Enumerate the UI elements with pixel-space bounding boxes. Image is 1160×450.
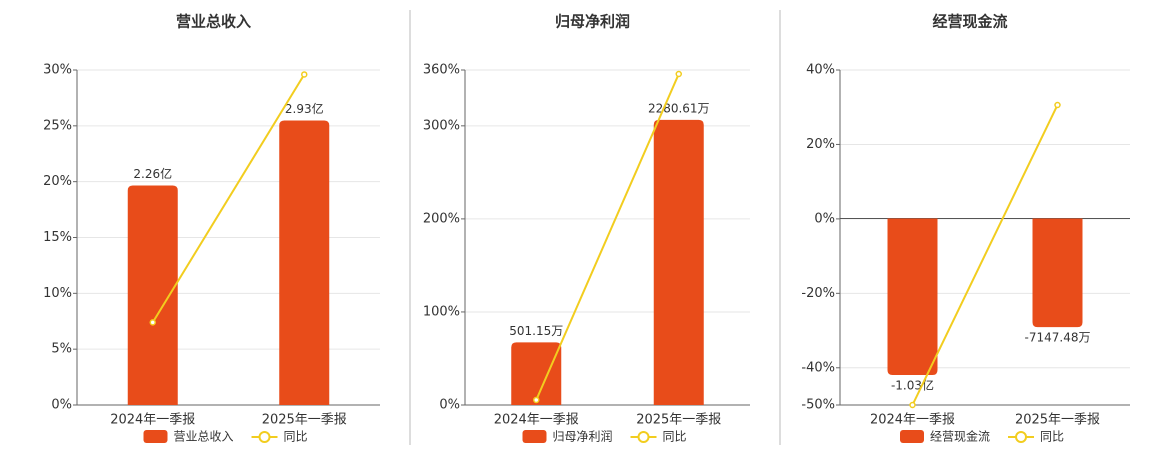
- line: [911, 104, 1059, 406]
- bar: [279, 120, 330, 406]
- y-tick-label: -20%: [801, 286, 835, 301]
- x-tick-label: 2025年一季报: [636, 413, 721, 428]
- line: [151, 73, 306, 323]
- bar: [653, 119, 704, 405]
- legend-swatch: [900, 430, 924, 443]
- x-tick-label: 2025年一季报: [1015, 413, 1100, 428]
- y-tick-label: 0%: [51, 398, 72, 413]
- y-tick-label: 0%: [814, 211, 835, 226]
- data-label: -1.03亿: [891, 378, 934, 393]
- line-point: [533, 396, 540, 404]
- chart-title: 营业总收入: [176, 13, 251, 31]
- bar: [511, 342, 562, 405]
- legend-label: 营业总收入: [174, 430, 234, 444]
- legend-swatch: [522, 430, 547, 443]
- y-tick-label: 100%: [423, 304, 460, 319]
- legend-marker: [258, 431, 271, 443]
- y-tick-label: 5%: [51, 342, 72, 357]
- y-tick-label: 0%: [439, 398, 460, 413]
- line-point: [1054, 101, 1061, 109]
- legend-marker: [1015, 431, 1028, 443]
- y-tick-label: 10%: [43, 286, 72, 301]
- y-tick-label: 200%: [423, 211, 460, 226]
- y-tick-label: 20%: [43, 174, 72, 189]
- data-label: 2.93亿: [285, 101, 324, 116]
- x-tick-label: 2024年一季报: [110, 413, 195, 428]
- y-tick-label: -50%: [801, 398, 835, 413]
- y-tick-label: 360%: [423, 63, 460, 78]
- legend-label: 经营现金流: [930, 429, 990, 444]
- y-tick-label: 300%: [423, 118, 460, 133]
- legend-marker: [637, 431, 650, 443]
- line-point: [149, 319, 156, 326]
- legend-swatch: [143, 430, 168, 443]
- y-tick-label: 20%: [806, 137, 835, 152]
- line-point: [675, 70, 682, 78]
- legend-label: 归母净利润: [553, 430, 613, 444]
- line: [535, 73, 680, 401]
- chart-title: 归母净利润: [555, 13, 630, 31]
- y-tick-label: 15%: [43, 230, 72, 245]
- chart-title: 经营现金流: [932, 13, 1007, 31]
- data-label: -7147.48万: [1025, 331, 1091, 345]
- x-tick-label: 2024年一季报: [870, 413, 955, 428]
- bar: [1032, 218, 1083, 328]
- legend-label: 同比: [284, 430, 308, 444]
- data-label: 2.26亿: [133, 166, 172, 181]
- bar: [887, 218, 938, 376]
- line-point: [909, 401, 916, 409]
- y-tick-label: 40%: [806, 63, 835, 78]
- bar: [127, 185, 178, 405]
- data-label: 501.15万: [509, 324, 563, 338]
- legend-label: 同比: [1040, 430, 1064, 444]
- legend-label: 同比: [663, 430, 687, 444]
- y-tick-label: 25%: [43, 118, 72, 133]
- y-tick-label: -40%: [801, 360, 835, 375]
- line-point: [301, 71, 308, 78]
- x-tick-label: 2024年一季报: [494, 413, 579, 428]
- y-tick-label: 30%: [43, 63, 72, 78]
- data-label: 2280.61万: [648, 101, 710, 115]
- x-tick-label: 2025年一季报: [262, 413, 347, 428]
